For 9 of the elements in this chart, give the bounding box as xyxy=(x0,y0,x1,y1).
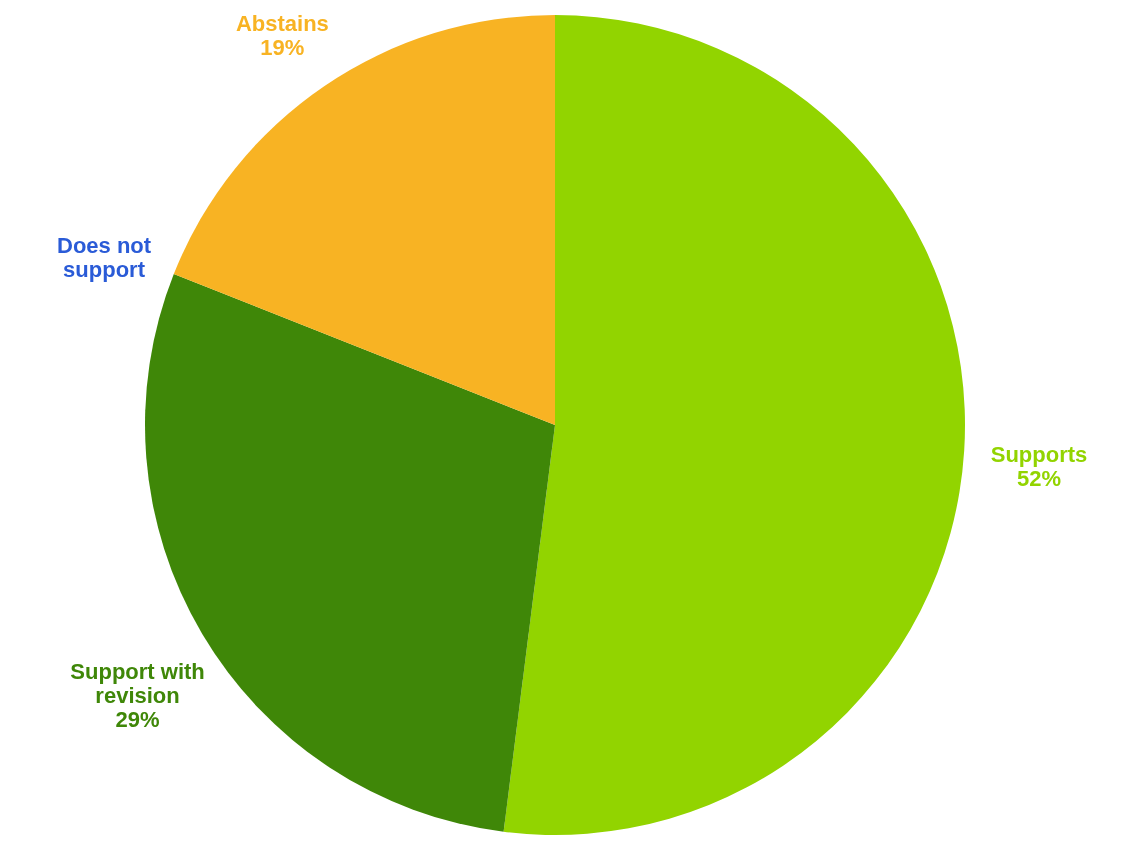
pie-slice xyxy=(503,15,965,835)
data-label: 29% xyxy=(115,706,160,732)
data-label: 52% xyxy=(1017,466,1062,492)
slice-label: Support with revision xyxy=(70,658,205,708)
category-label: Does not support xyxy=(57,233,152,283)
data-label: 19% xyxy=(260,34,305,60)
slice-label: Abstains xyxy=(235,10,329,36)
pie-slice xyxy=(173,15,555,425)
slice-label: Supports xyxy=(990,442,1088,468)
